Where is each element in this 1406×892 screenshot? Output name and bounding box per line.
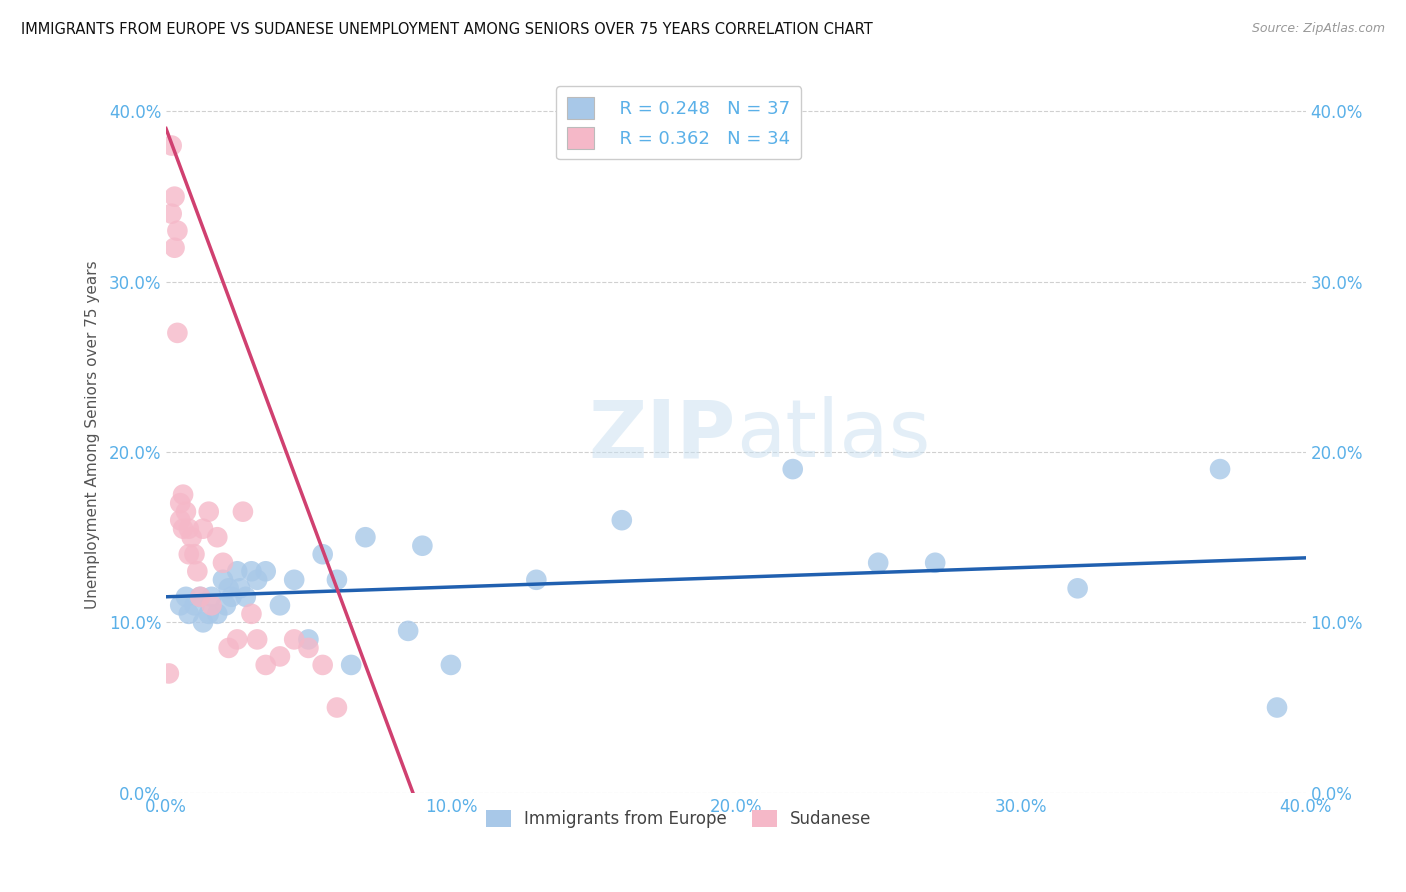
Legend: Immigrants from Europe, Sudanese: Immigrants from Europe, Sudanese xyxy=(479,803,879,834)
Point xyxy=(200,599,222,613)
Point xyxy=(868,556,890,570)
Point xyxy=(218,582,240,596)
Point xyxy=(240,564,263,578)
Point xyxy=(782,462,804,476)
Point xyxy=(1066,582,1088,596)
Point xyxy=(172,522,194,536)
Point xyxy=(254,564,277,578)
Point xyxy=(440,657,463,672)
Point xyxy=(169,599,191,613)
Point xyxy=(246,632,269,647)
Point xyxy=(254,657,277,672)
Point xyxy=(183,547,205,561)
Point xyxy=(177,522,200,536)
Point xyxy=(188,590,211,604)
Point xyxy=(240,607,263,621)
Point xyxy=(610,513,633,527)
Point xyxy=(174,505,197,519)
Point xyxy=(166,224,188,238)
Point xyxy=(212,556,235,570)
Point xyxy=(186,564,208,578)
Point xyxy=(172,488,194,502)
Point xyxy=(340,657,363,672)
Point xyxy=(200,590,222,604)
Point xyxy=(297,640,319,655)
Point xyxy=(163,189,186,203)
Point xyxy=(207,530,229,544)
Point xyxy=(191,615,214,630)
Point xyxy=(160,207,183,221)
Point xyxy=(229,582,252,596)
Point xyxy=(197,505,219,519)
Point xyxy=(297,632,319,647)
Point xyxy=(166,326,188,340)
Point xyxy=(157,666,180,681)
Point xyxy=(235,590,257,604)
Point xyxy=(197,607,219,621)
Point xyxy=(269,649,291,664)
Point xyxy=(226,564,249,578)
Point xyxy=(283,573,305,587)
Point xyxy=(218,640,240,655)
Point xyxy=(396,624,419,638)
Point xyxy=(232,505,254,519)
Point xyxy=(312,657,335,672)
Point xyxy=(326,700,349,714)
Point xyxy=(212,573,235,587)
Point xyxy=(188,590,211,604)
Point xyxy=(215,599,238,613)
Point xyxy=(326,573,349,587)
Text: Source: ZipAtlas.com: Source: ZipAtlas.com xyxy=(1251,22,1385,36)
Point xyxy=(177,607,200,621)
Point xyxy=(246,573,269,587)
Point xyxy=(169,513,191,527)
Point xyxy=(207,607,229,621)
Point xyxy=(524,573,547,587)
Point xyxy=(177,547,200,561)
Point xyxy=(354,530,377,544)
Point xyxy=(180,530,202,544)
Point xyxy=(169,496,191,510)
Point xyxy=(269,599,291,613)
Point xyxy=(183,599,205,613)
Point xyxy=(924,556,946,570)
Point xyxy=(174,590,197,604)
Text: atlas: atlas xyxy=(735,396,931,474)
Point xyxy=(283,632,305,647)
Point xyxy=(1265,700,1288,714)
Point xyxy=(163,241,186,255)
Point xyxy=(312,547,335,561)
Point xyxy=(411,539,433,553)
Text: IMMIGRANTS FROM EUROPE VS SUDANESE UNEMPLOYMENT AMONG SENIORS OVER 75 YEARS CORR: IMMIGRANTS FROM EUROPE VS SUDANESE UNEMP… xyxy=(21,22,873,37)
Point xyxy=(191,522,214,536)
Point xyxy=(221,590,243,604)
Point xyxy=(226,632,249,647)
Point xyxy=(1209,462,1232,476)
Text: ZIP: ZIP xyxy=(589,396,735,474)
Y-axis label: Unemployment Among Seniors over 75 years: Unemployment Among Seniors over 75 years xyxy=(86,260,100,609)
Point xyxy=(160,138,183,153)
